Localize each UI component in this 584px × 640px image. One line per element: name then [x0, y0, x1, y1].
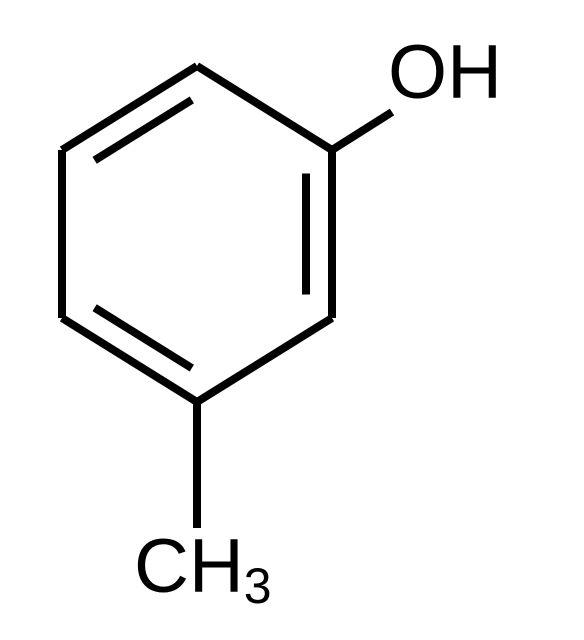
bond-c2-c3 [197, 318, 332, 402]
bond-c6-c1 [197, 66, 332, 150]
bond-to-OH [332, 112, 392, 150]
bond-c5-c6-inner [95, 100, 192, 160]
molecule-diagram: OH CH3 [0, 0, 584, 640]
bond-c3-c4-inner [95, 308, 192, 368]
label-ch3: CH3 [134, 524, 272, 614]
label-oh: OH [388, 30, 502, 115]
